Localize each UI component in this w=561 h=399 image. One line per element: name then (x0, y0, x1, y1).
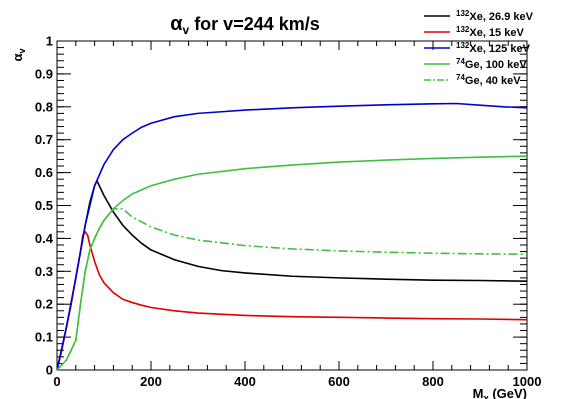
legend-label-4: 74Ge, 40 keV (456, 73, 521, 87)
y-axis-label: αv (10, 48, 27, 61)
y-tick-label: 1 (46, 34, 53, 49)
x-tick-label: 0 (53, 374, 60, 389)
x-tick-label: 200 (140, 374, 162, 389)
legend-label-2: 132Xe, 125 keV (456, 41, 531, 55)
y-tick-label: 0.6 (35, 165, 53, 180)
x-tick-label: 600 (328, 374, 350, 389)
y-tick-label: 0 (46, 363, 53, 378)
x-tick-label: 400 (234, 374, 256, 389)
series-line-0 (56, 180, 528, 371)
y-tick-label: 0.2 (35, 297, 53, 312)
x-tick-label: 800 (422, 374, 444, 389)
y-tick-label: 0.4 (35, 231, 54, 246)
series-line-3 (56, 155, 528, 371)
y-tick-label: 0.8 (35, 99, 53, 114)
legend-label-0: 132Xe, 26.9 keV (456, 9, 534, 23)
y-tick-label: 0.5 (35, 198, 53, 213)
plot-frame (56, 40, 528, 371)
y-tick-label: 0.3 (35, 264, 53, 279)
series-line-4 (56, 207, 528, 371)
series-line-2 (56, 102, 528, 371)
chart-title: αv for v=244 km/s (170, 13, 320, 37)
x-tick-label: 1000 (513, 374, 542, 389)
x-axis-label: Mχ (GeV) (473, 386, 527, 399)
y-tick-label: 0.9 (35, 66, 53, 81)
legend-label-3: 74Ge, 100 keV (456, 57, 527, 71)
y-tick-label: 0.1 (35, 330, 53, 345)
y-tick-label: 0.7 (35, 132, 53, 147)
legend-label-1: 132Xe, 15 keV (456, 25, 524, 39)
series-line-1 (56, 231, 528, 371)
